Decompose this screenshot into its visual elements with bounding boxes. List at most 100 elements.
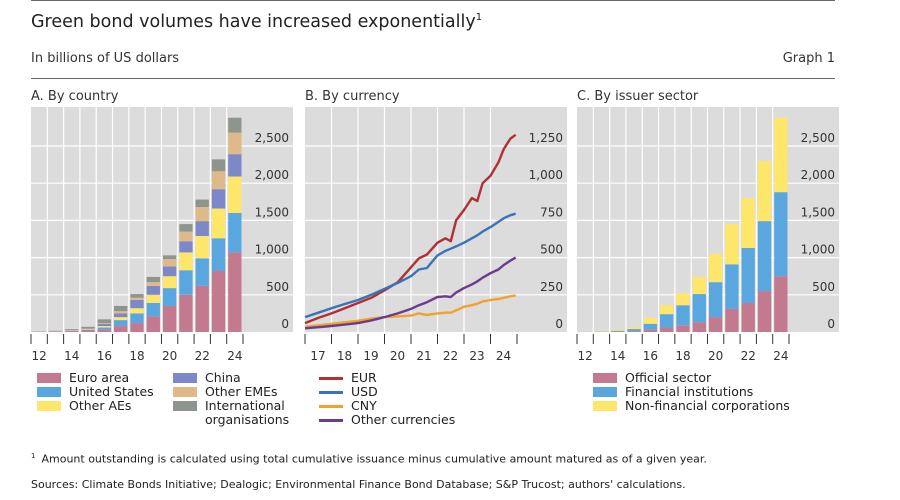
- panel-a-bar-euro-area-2024: [228, 252, 242, 332]
- graph-number: Graph 1: [782, 51, 835, 66]
- panel-c-title: C. By issuer sector: [577, 89, 699, 104]
- footnote: 1 Amount outstanding is calculated using …: [31, 452, 707, 466]
- legend-swatch: [173, 373, 197, 383]
- panel-b-y-tick-label: 750: [540, 205, 563, 219]
- panel-c-bar-non-financial-corporations-2024: [774, 117, 788, 193]
- panel-a-bar-euro-area-2018: [130, 323, 144, 332]
- panel-c-y-tick-label: 2,000: [801, 168, 835, 182]
- top-rule: [31, 0, 835, 1]
- panel-c-bar-financial-institutions-2019: [692, 294, 706, 323]
- panel-a-bar-euro-area-2015: [81, 330, 95, 332]
- legend-swatch: [319, 391, 343, 394]
- panel-a-x-tick-label: 20: [162, 349, 177, 363]
- panel-a-y-tick-label: 1,500: [255, 205, 289, 219]
- panel-a-bar-international-organisations-2020: [162, 255, 177, 260]
- panel-a-bar-united-states-2017: [114, 320, 128, 327]
- panel-a-bar-united-states-2016: [97, 327, 112, 330]
- legend-swatch: [593, 387, 617, 397]
- panel-a-bar-united-states-2018: [130, 313, 144, 324]
- panel-a-bar-china-2024: [228, 154, 242, 177]
- panel-c-bar-non-financial-corporations-2021: [725, 224, 739, 265]
- legend-label: Euro area: [69, 370, 130, 385]
- panel-a-x-tick-label: 18: [129, 349, 144, 363]
- panel-a-bar-international-organisations-2014: [65, 329, 79, 330]
- panel-c-bar-official-sector-2019: [692, 322, 706, 332]
- legend-label: CNY: [351, 398, 377, 413]
- chart-subtitle: In billions of US dollars: [31, 51, 180, 66]
- panel-c-x-tick-label: 12: [578, 349, 593, 363]
- panel-a-y-tick-label: 0: [281, 317, 289, 331]
- legend-item: CNY: [319, 399, 377, 413]
- panel-a-x-tick-label: 12: [32, 349, 47, 363]
- panel-b-title: B. By currency: [305, 89, 400, 104]
- panel-c-x-tick-label: 22: [741, 349, 756, 363]
- panel-a-bar-other-aes-2024: [228, 176, 242, 213]
- panel-a-bar-other-emes-2021: [179, 231, 193, 242]
- panel-a-bar-other-emes-2020: [162, 259, 177, 267]
- panel-c-bar-non-financial-corporations-2019: [692, 276, 706, 295]
- panel-c-x-tick-label: 18: [675, 349, 690, 363]
- panel-a-bar-china-2015: [81, 328, 95, 330]
- panel-c-bar-financial-institutions-2018: [676, 305, 690, 326]
- panel-a-bar-china-2019: [146, 285, 160, 295]
- panel-a-bar-other-aes-2021: [179, 252, 193, 271]
- sources: Sources: Climate Bonds Initiative; Dealo…: [31, 478, 686, 491]
- panel-a-bar-international-organisations-2024: [228, 117, 242, 133]
- panel-a-bar-other-aes-2018: [130, 308, 144, 314]
- panel-a-bar-united-states-2015: [81, 329, 95, 331]
- panel-c-x-tick-label: 14: [610, 349, 625, 363]
- legend-swatch: [593, 373, 617, 383]
- panel-a-bar-united-states-2020: [162, 288, 177, 306]
- panel-a-bar-euro-area-2014: [65, 331, 79, 332]
- legend-label: Non-financial corporations: [625, 398, 790, 413]
- panel-a-bar-other-aes-2017: [114, 317, 128, 321]
- panel-c-bar-financial-institutions-2024: [774, 192, 788, 277]
- panel-a-bar-other-emes-2019: [146, 282, 160, 286]
- panel-a-bar-other-aes-2020: [162, 276, 177, 289]
- legend-item: Non-financial corporations: [593, 399, 790, 413]
- panel-c-bar-financial-institutions-2021: [725, 264, 739, 309]
- panel-b-x-tick-label: 19: [363, 349, 378, 363]
- panel-c-bar-financial-institutions-2014: [611, 330, 625, 332]
- panel-b-y-tick-label: 1,000: [529, 168, 563, 182]
- panel-b-chart: 0 250 500 750 1,000 1,250 17 18 19 20 21 22 23 24: [304, 107, 567, 363]
- panel-a-x-tick-label: 16: [97, 349, 112, 363]
- panel-a-bar-international-organisations-2021: [179, 224, 193, 232]
- panel-a-bar-euro-area-2019: [146, 316, 160, 332]
- panel-a-x-tick-label: 14: [64, 349, 79, 363]
- header-rule: [31, 78, 835, 79]
- panel-c-x-tick-label: 20: [708, 349, 723, 363]
- panel-c-bar-financial-institutions-2023: [757, 221, 772, 292]
- panel-b-y-tick-label: 1,250: [529, 131, 563, 145]
- panel-a-bar-other-aes-2019: [146, 294, 160, 303]
- panel-c-bar-official-sector-2017: [660, 327, 674, 332]
- panel-a-x-tick-label: 22: [195, 349, 210, 363]
- panel-a-y-tick-label: 2,500: [255, 131, 289, 145]
- panel-b-y-tick-label: 250: [540, 280, 563, 294]
- legend-item: China: [173, 371, 241, 385]
- panel-a-title: A. By country: [31, 89, 119, 104]
- panel-c-bar-non-financial-corporations-2023: [757, 160, 772, 222]
- panel-a-bar-other-aes-2022: [195, 236, 209, 259]
- panel-b-line-usd: [304, 212, 517, 319]
- panel-c-x-tick-label: 24: [773, 349, 788, 363]
- legend-item: Other AEs: [37, 399, 131, 413]
- panel-b-x-tick-label: 17: [310, 349, 325, 363]
- panel-a-bar-other-emes-2024: [228, 132, 242, 155]
- title-text: Green bond volumes have increased expone…: [31, 12, 476, 32]
- legend-item: Euro area: [37, 371, 129, 385]
- legend-swatch: [593, 401, 617, 411]
- panel-c-bar-non-financial-corporations-2022: [741, 198, 755, 248]
- panel-a-bar-united-states-2021: [179, 270, 193, 295]
- legend-label: USD: [351, 384, 378, 399]
- legend-label: EUR: [351, 370, 377, 385]
- panel-c-bar-official-sector-2023: [757, 291, 772, 332]
- legend-swatch: [319, 377, 343, 380]
- panel-c-bar-official-sector-2024: [774, 276, 788, 332]
- panel-c-y-tick-label: 500: [812, 280, 835, 294]
- panel-a-bar-united-states-2024: [228, 212, 242, 253]
- panel-a-bar-international-organisations-2016: [97, 319, 112, 324]
- panel-c-bar-non-financial-corporations-2016: [643, 317, 658, 324]
- legend-label: Official sector: [625, 370, 712, 385]
- panel-c-x-tick-label: 16: [643, 349, 658, 363]
